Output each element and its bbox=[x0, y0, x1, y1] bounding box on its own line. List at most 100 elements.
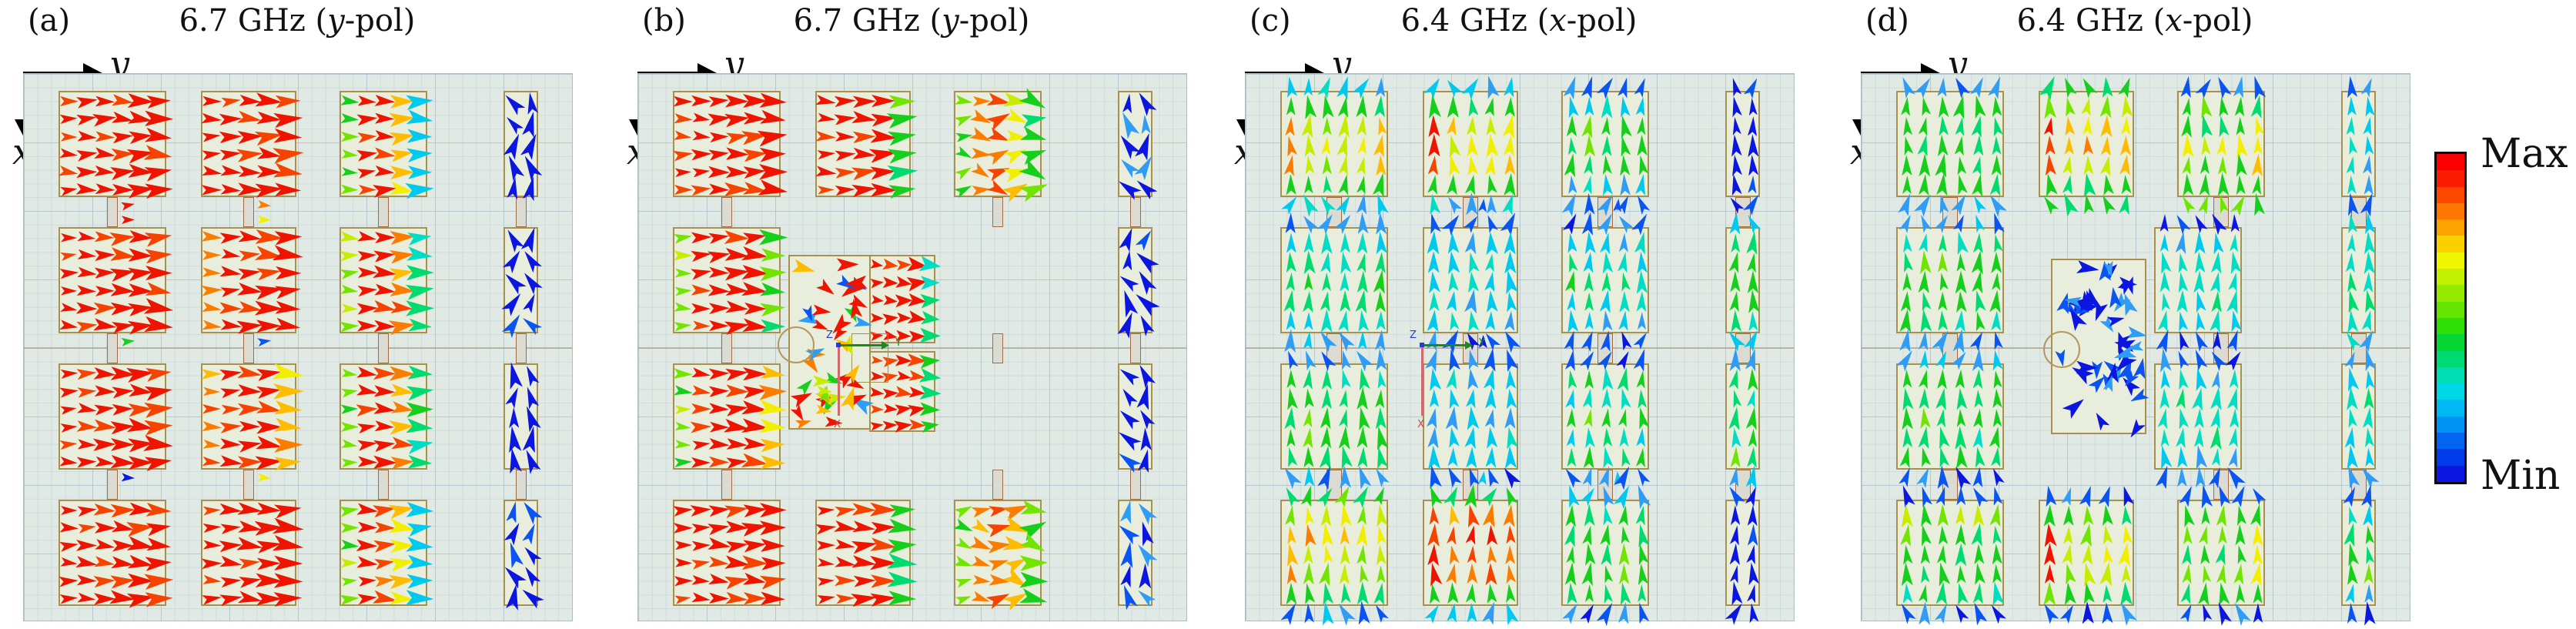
patch-r2c0 bbox=[673, 363, 781, 470]
field-arrow bbox=[1286, 116, 1296, 136]
field-arrow bbox=[1484, 231, 1498, 255]
field-arrow bbox=[2364, 136, 2374, 156]
field-arrow bbox=[1955, 270, 1966, 293]
patch-r2c3 bbox=[1118, 363, 1153, 470]
field-arrow bbox=[506, 447, 522, 474]
field-arrow bbox=[1729, 368, 1742, 390]
field-arrow bbox=[1618, 409, 1631, 428]
field-arrow bbox=[1340, 544, 1350, 564]
field-arrow bbox=[357, 320, 377, 332]
field-arrow bbox=[1989, 467, 2004, 487]
field-arrow bbox=[1321, 544, 1333, 564]
field-arrow bbox=[1504, 172, 1517, 196]
field-arrow bbox=[1937, 408, 1949, 427]
field-arrow bbox=[2176, 368, 2189, 390]
field-arrow bbox=[1302, 582, 1316, 604]
field-arrow bbox=[2345, 445, 2358, 470]
field-arrow bbox=[520, 269, 543, 295]
feed-arrow bbox=[257, 215, 270, 223]
field-arrow bbox=[2063, 526, 2074, 544]
field-arrow bbox=[1969, 601, 1988, 625]
field-arrow bbox=[77, 367, 98, 380]
field-arrow bbox=[1136, 313, 1155, 336]
colorbar-band bbox=[2437, 202, 2464, 220]
field-arrow bbox=[1581, 602, 1598, 624]
field-arrow bbox=[202, 96, 222, 107]
field-arrow bbox=[1425, 484, 1442, 507]
field-arrow bbox=[1318, 75, 1336, 99]
field-arrow bbox=[1442, 327, 1464, 353]
field-arrow bbox=[1337, 134, 1353, 158]
field-arrow bbox=[674, 504, 694, 516]
field-arrow bbox=[1902, 233, 1912, 253]
simulation-board bbox=[1861, 73, 2410, 621]
field-arrow bbox=[2234, 544, 2246, 564]
cs-z-label: Z bbox=[1410, 330, 1417, 341]
field-arrow bbox=[1304, 312, 1313, 330]
field-arrow bbox=[274, 129, 303, 145]
field-arrow bbox=[989, 574, 1010, 588]
panel-index-label: (b) bbox=[642, 3, 686, 38]
field-arrow bbox=[1357, 582, 1368, 605]
field-arrow bbox=[1919, 388, 1930, 410]
field-arrow bbox=[675, 167, 692, 177]
field-arrow bbox=[1730, 544, 1741, 566]
field-arrow bbox=[1019, 159, 1049, 186]
field-arrow bbox=[1581, 75, 1597, 99]
field-arrow bbox=[2216, 115, 2230, 137]
field-arrow bbox=[1728, 251, 1742, 273]
field-arrow bbox=[2198, 603, 2212, 623]
field-arrow bbox=[2044, 504, 2056, 527]
field-arrow bbox=[111, 556, 135, 570]
patch-r1c3 bbox=[2341, 227, 2376, 333]
field-arrow bbox=[1919, 601, 1931, 625]
field-arrow bbox=[1118, 289, 1138, 318]
field-arrow bbox=[522, 111, 540, 139]
feed-arrow bbox=[121, 199, 135, 210]
field-arrow bbox=[1619, 290, 1630, 312]
field-arrow bbox=[1119, 583, 1138, 610]
field-arrow bbox=[1286, 273, 1296, 291]
field-arrow bbox=[2345, 583, 2357, 604]
field-arrow bbox=[1936, 581, 1949, 605]
field-arrow bbox=[1601, 408, 1613, 428]
field-arrow bbox=[2347, 116, 2357, 136]
field-arrow bbox=[520, 314, 542, 335]
field-arrow bbox=[1601, 251, 1613, 273]
field-arrow bbox=[221, 284, 242, 297]
field-arrow bbox=[1303, 233, 1313, 253]
field-arrow bbox=[1465, 426, 1480, 449]
field-arrow bbox=[1618, 601, 1631, 624]
field-arrow bbox=[95, 538, 115, 552]
field-arrow bbox=[675, 422, 692, 433]
field-arrow bbox=[202, 404, 221, 413]
field-arrow bbox=[1444, 484, 1462, 507]
field-arrow bbox=[1357, 544, 1369, 565]
field-arrow bbox=[1304, 273, 1313, 290]
field-arrow bbox=[1504, 564, 1517, 584]
patch-r0c0 bbox=[673, 91, 781, 197]
field-arrow bbox=[1375, 290, 1386, 312]
field-arrow bbox=[1303, 156, 1314, 176]
field-arrow bbox=[1936, 172, 1949, 196]
field-arrow bbox=[2042, 485, 2056, 507]
field-arrow bbox=[1636, 447, 1648, 467]
field-arrow bbox=[1484, 96, 1497, 116]
vortex-arrow bbox=[2126, 419, 2146, 440]
field-arrow bbox=[239, 421, 260, 432]
field-arrow bbox=[1990, 349, 2003, 370]
field-arrow bbox=[1955, 309, 1967, 332]
field-arrow bbox=[2156, 464, 2173, 490]
field-arrow bbox=[77, 457, 97, 468]
field-arrow bbox=[1284, 447, 1297, 467]
field-arrow bbox=[1619, 233, 1629, 253]
field-arrow bbox=[1747, 584, 1759, 604]
field-arrow bbox=[276, 266, 302, 280]
field-arrow bbox=[1564, 95, 1578, 119]
field-arrow bbox=[955, 146, 974, 162]
field-arrow bbox=[817, 113, 836, 125]
field-arrow bbox=[2044, 543, 2056, 565]
field-arrow bbox=[1919, 564, 1930, 583]
field-arrow bbox=[2182, 97, 2193, 116]
field-arrow bbox=[1322, 136, 1332, 156]
